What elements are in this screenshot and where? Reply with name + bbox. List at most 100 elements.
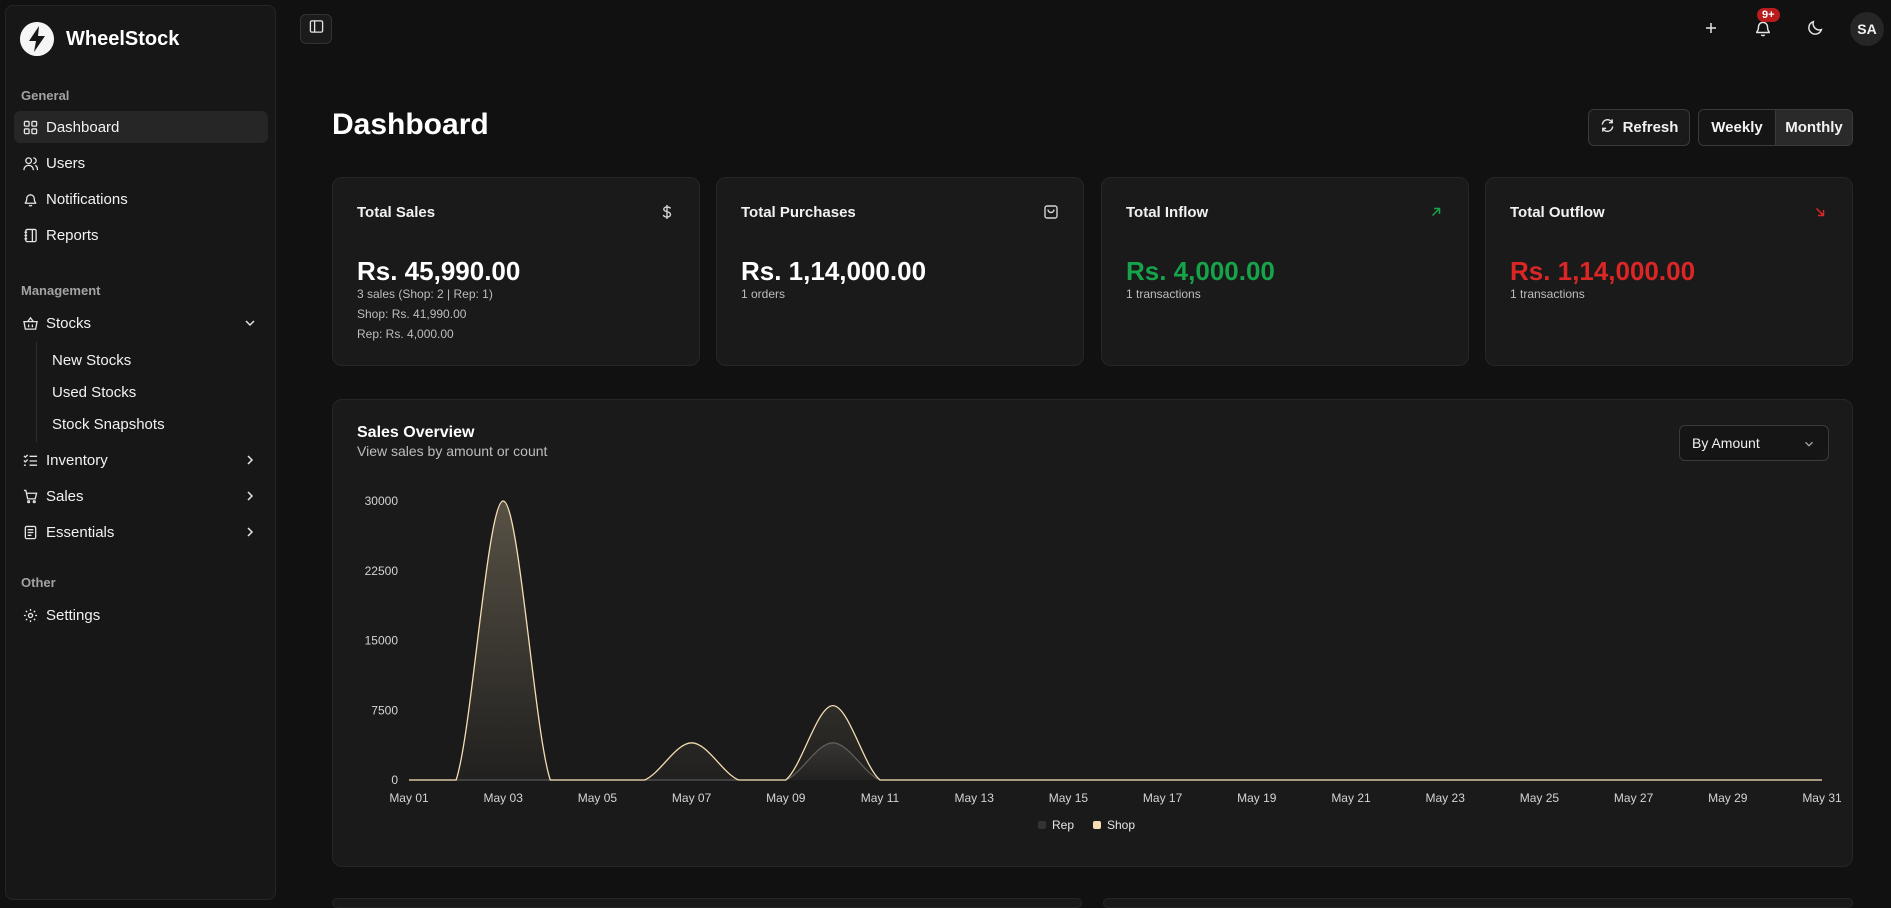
wheelstock-logo-icon [20,22,54,56]
legend-label: Shop [1107,818,1135,832]
x-tick-label: May 31 [1802,791,1842,805]
notebook-icon [22,227,38,243]
shopping-cart-icon [22,488,38,504]
card-subtext: 1 transactions [1126,287,1201,301]
sidebar-item-dashboard[interactable]: Dashboard [14,111,268,143]
period-toggle: Weekly Monthly [1698,109,1853,146]
sidebar-item-inventory[interactable]: Inventory [14,444,268,476]
panel-title: Sales Overview [357,424,475,441]
x-tick-label: May 21 [1331,791,1371,805]
stat-card-total-outflow: Total Outflow Rs. 1,14,000.00 1 transact… [1485,177,1853,366]
notification-count-badge: 9+ [1757,8,1780,22]
group-label-management: Management [21,283,101,298]
shop-line [408,500,1822,781]
sidebar-subitem-stock-snapshots[interactable]: Stock Snapshots [52,415,165,433]
card-subtext: 1 transactions [1510,287,1585,301]
panel-subtitle: View sales by amount or count [357,443,548,459]
chevron-right-icon [242,524,258,540]
book-icon [22,524,38,540]
card-value: Rs. 4,000.00 [1126,256,1275,286]
legend-swatch-rep [1038,821,1046,829]
sidebar-item-reports[interactable]: Reports [14,219,268,251]
sidebar-item-label: Reports [46,226,99,244]
y-tick-label: 0 [391,773,398,787]
y-tick-label: 7500 [371,703,398,717]
page-title: Dashboard [332,108,489,141]
card-subtext: Rep: Rs. 4,000.00 [357,327,454,341]
x-tick-label: May 17 [1143,791,1183,805]
card-value: Rs. 1,14,000.00 [1510,256,1696,286]
x-tick-label: May 29 [1708,791,1748,805]
x-tick-label: May 23 [1426,791,1466,805]
layout-grid-icon [22,119,38,135]
legend-swatch-shop [1093,821,1101,829]
arrow-down-right-icon [1812,204,1828,220]
rep-area [409,742,1822,780]
x-tick-label: May 11 [861,791,900,805]
shop-area [409,501,1822,780]
x-tick-label: May 09 [766,791,806,805]
x-tick-label: May 01 [389,791,429,805]
app-name: WheelStock [66,27,180,50]
sidebar-item-sales[interactable]: Sales [14,480,268,512]
metric-select-value: By Amount [1692,435,1760,451]
y-tick-label: 15000 [365,634,399,648]
gear-icon [22,607,38,623]
card-subtext: 1 orders [741,287,786,301]
card-subtext: 3 sales (Shop: 2 | Rep: 1) [357,287,493,301]
stat-card-total-purchases: Total Purchases Rs. 1,14,000.00 1 orders [716,177,1084,366]
add-button[interactable] [1695,14,1727,46]
y-tick-label: 22500 [365,564,399,578]
stat-card-total-sales: Total Sales Rs. 45,990.00 3 sales (Shop:… [332,177,700,366]
metric-select[interactable]: By Amount [1679,425,1829,461]
sales-chart: 0 7500 15000 22500 30000 May 01 May 03 May 05 Ma… [365,494,1842,832]
sidebar-item-users[interactable]: Users [14,147,268,179]
rep-line [408,742,1822,781]
refresh-button[interactable]: Refresh [1588,109,1690,146]
sidebar-item-label: Essentials [46,523,115,541]
card-value: Rs. 1,14,000.00 [741,256,927,286]
sidebar-subitem-used-stocks[interactable]: Used Stocks [52,383,137,401]
x-tick-label: May 27 [1614,791,1654,805]
users-icon [22,155,38,171]
plus-icon [1703,20,1719,41]
chevron-down-icon [1802,437,1816,454]
card-value: Rs. 45,990.00 [357,256,521,286]
period-weekly-button[interactable]: Weekly [1699,110,1776,145]
period-monthly-button[interactable]: Monthly [1776,110,1852,145]
card-title: Total Inflow [1126,204,1209,221]
sidebar: WheelStock General Dashboard Users Notif… [5,5,276,900]
theme-toggle-button[interactable] [1799,14,1831,46]
shopping-bag-icon [1043,204,1059,220]
sidebar-item-label: Settings [46,606,101,624]
sidebar-item-label: Stocks [46,314,92,332]
list-checks-icon [22,452,38,468]
sidebar-item-stocks[interactable]: Stocks [14,307,268,339]
sales-overview-panel: Sales Overview View sales by amount or c… [332,399,1853,867]
x-tick-label: May 19 [1237,791,1277,805]
card-title: Total Sales [357,204,436,221]
next-panel-left [332,898,1082,908]
refresh-label: Refresh [1622,119,1679,136]
x-tick-label: May 05 [578,791,618,805]
brand[interactable]: WheelStock [20,22,179,56]
sidebar-item-settings[interactable]: Settings [14,599,268,631]
stat-card-total-inflow: Total Inflow Rs. 4,000.00 1 transactions [1101,177,1469,366]
sidebar-item-notifications[interactable]: Notifications [14,183,268,215]
group-label-other: Other [21,575,56,590]
sidebar-item-label: Sales [46,487,84,505]
refresh-icon [1600,118,1615,137]
next-panel-right [1103,898,1853,908]
x-tick-label: May 15 [1049,791,1089,805]
sidebar-toggle-button[interactable] [300,14,332,44]
bell-icon [22,191,38,207]
sidebar-item-label: Notifications [46,190,128,208]
legend-label: Rep [1052,818,1074,832]
arrow-up-right-icon [1428,204,1444,220]
user-avatar[interactable]: SA [1850,12,1884,46]
sidebar-item-label: Users [46,154,86,172]
card-title: Total Purchases [741,204,856,221]
sidebar-item-essentials[interactable]: Essentials [14,516,268,548]
sidebar-subitem-new-stocks[interactable]: New Stocks [52,351,132,369]
group-label-general: General [21,88,70,103]
